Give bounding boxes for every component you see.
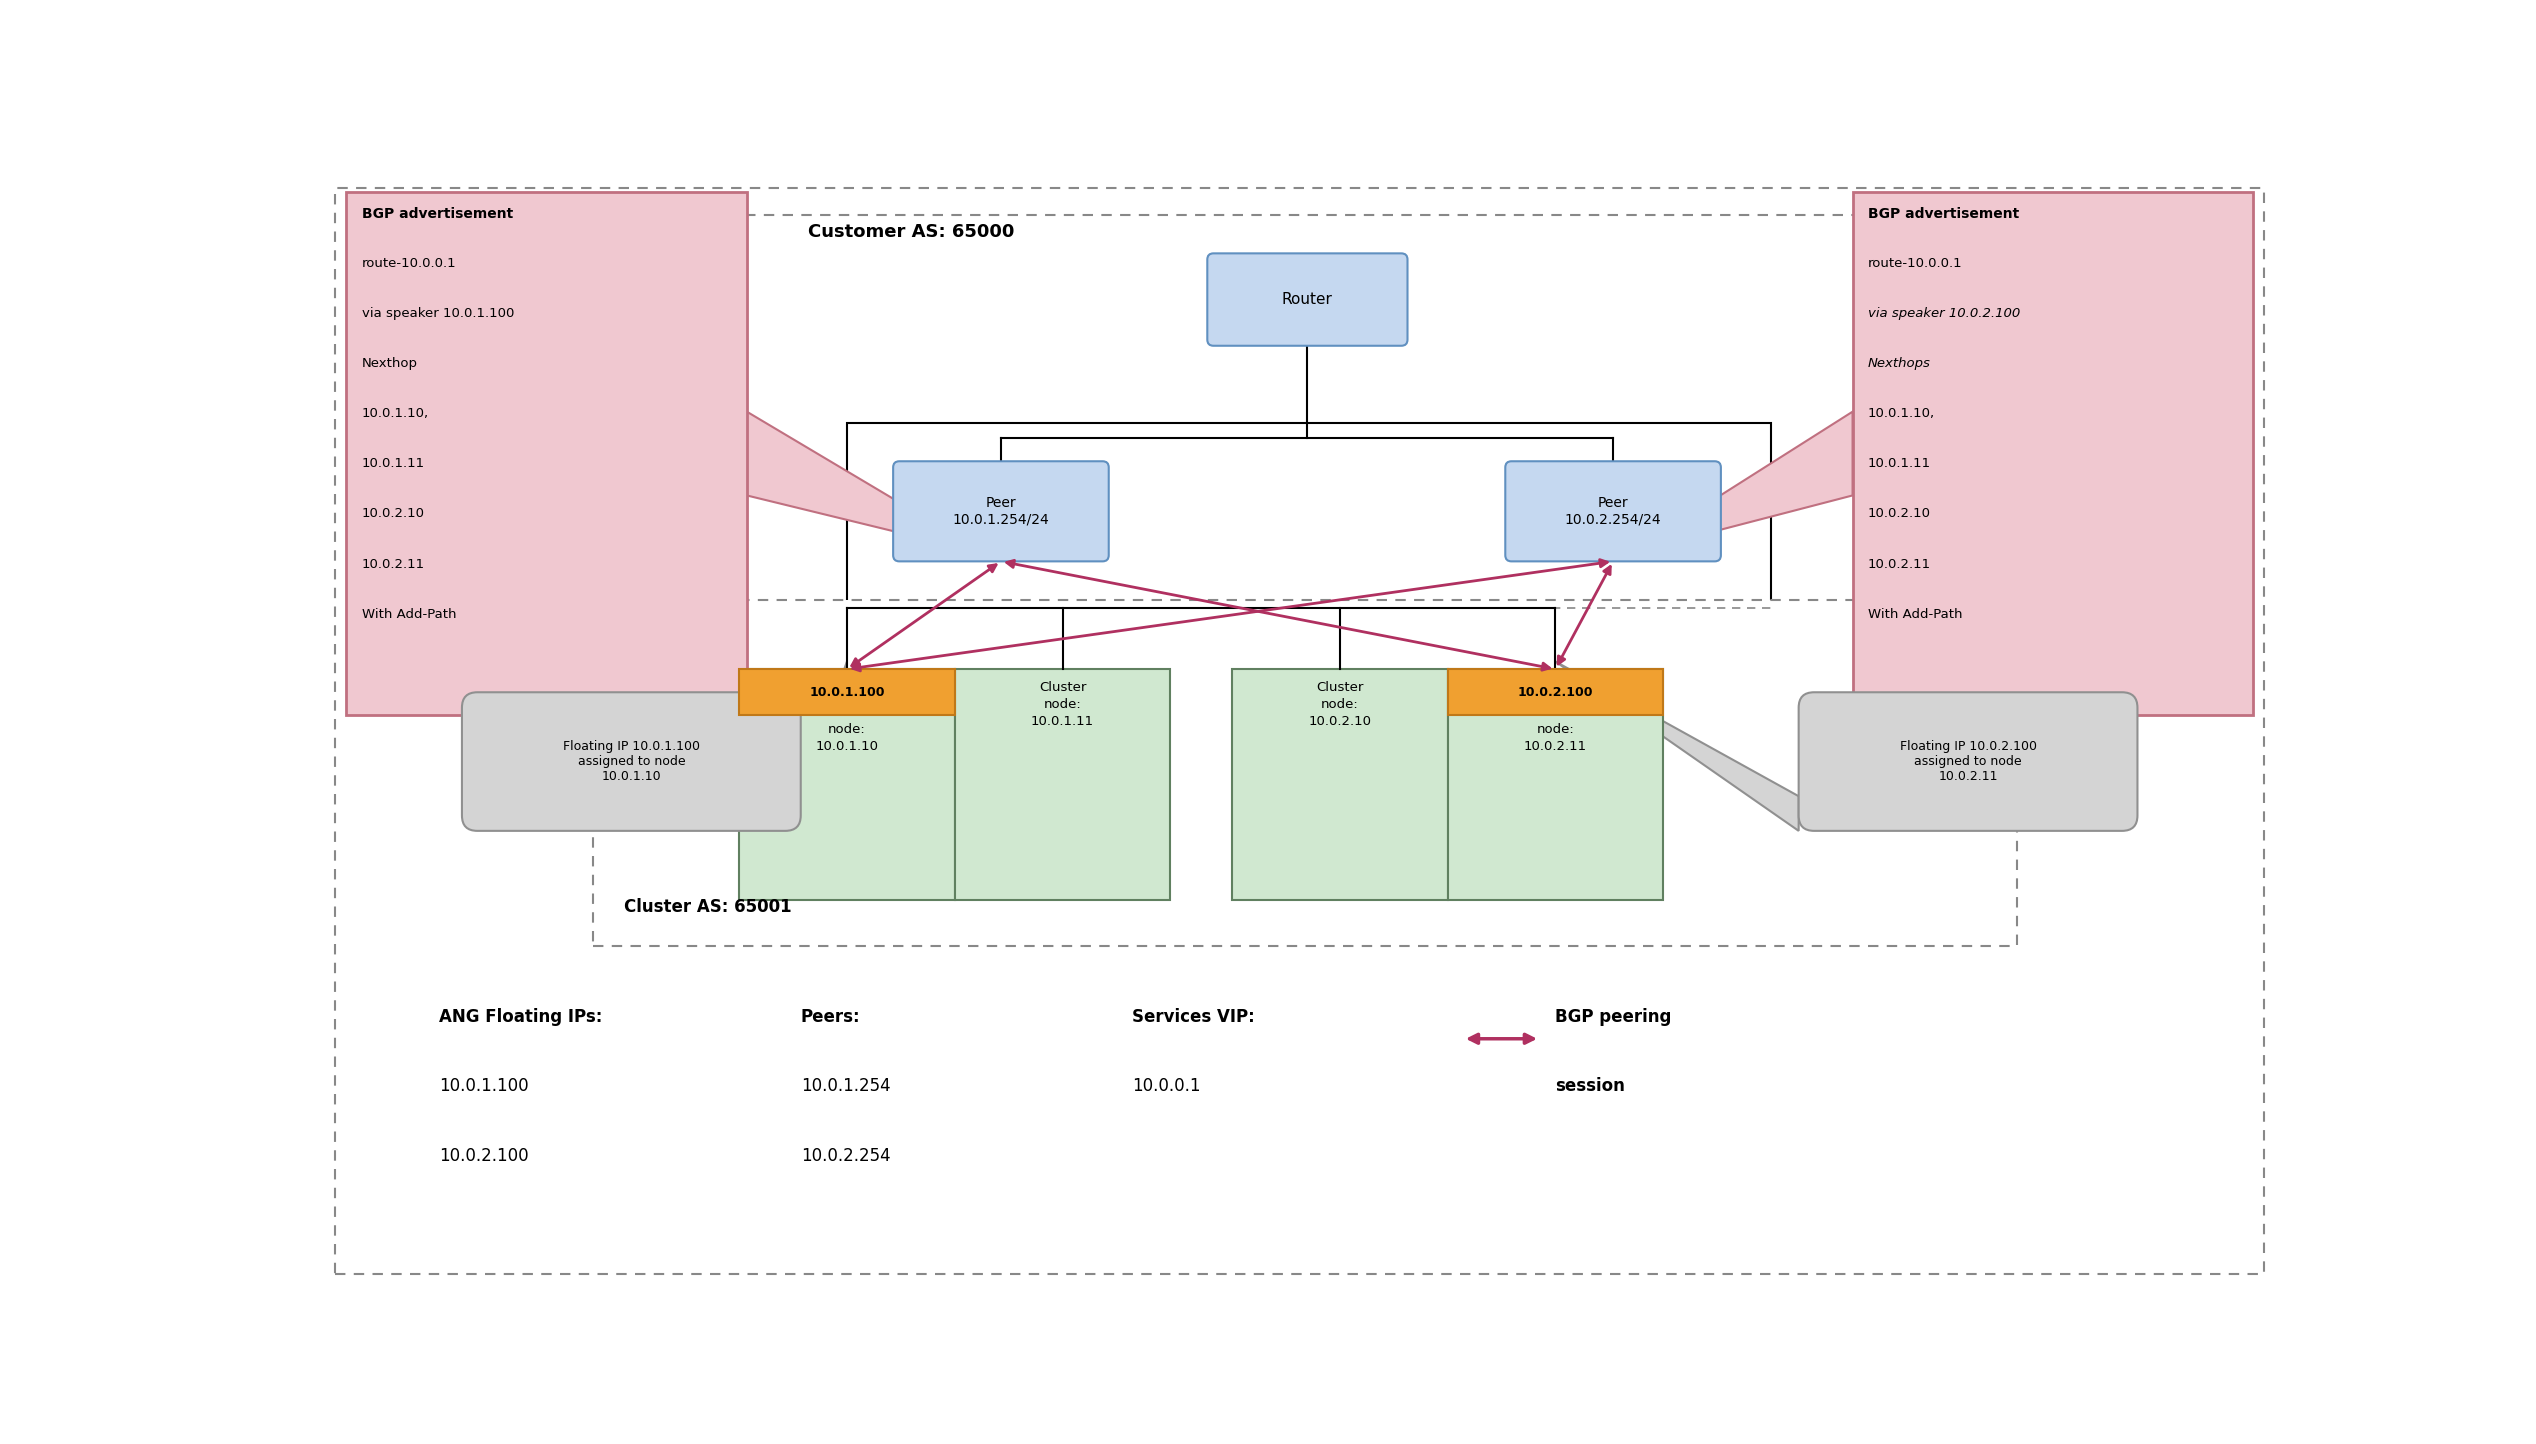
- Text: BGP peering: BGP peering: [1555, 1008, 1671, 1025]
- Text: 10.0.1.254: 10.0.1.254: [801, 1077, 890, 1095]
- Text: BGP advertisement: BGP advertisement: [363, 206, 512, 221]
- Text: Router: Router: [1283, 292, 1334, 308]
- Text: node:
10.0.2.11: node: 10.0.2.11: [1524, 723, 1588, 754]
- Text: 10.0.2.100: 10.0.2.100: [1517, 686, 1593, 699]
- Text: ANG Floating IPs:: ANG Floating IPs:: [439, 1008, 601, 1025]
- Text: Peer
10.0.1.254/24: Peer 10.0.1.254/24: [954, 497, 1050, 527]
- Text: via speaker 10.0.1.100: via speaker 10.0.1.100: [363, 308, 515, 321]
- Text: 10.0.0.1: 10.0.0.1: [1131, 1077, 1200, 1095]
- Polygon shape: [801, 661, 847, 830]
- Text: Peer
10.0.2.254/24: Peer 10.0.2.254/24: [1565, 497, 1661, 527]
- Text: 10.0.1.100: 10.0.1.100: [809, 686, 885, 699]
- Polygon shape: [1628, 412, 1854, 553]
- Bar: [954, 669, 1169, 900]
- Text: Customer AS: 65000: Customer AS: 65000: [809, 222, 1014, 241]
- Bar: [1448, 669, 1664, 900]
- Bar: [1854, 192, 2252, 715]
- Text: 10.0.2.11: 10.0.2.11: [363, 557, 426, 570]
- Text: Floating IP 10.0.1.100
assigned to node
10.0.1.10: Floating IP 10.0.1.100 assigned to node …: [563, 741, 700, 783]
- Text: 10.0.1.11: 10.0.1.11: [1869, 458, 1930, 471]
- Text: Cluster AS: 65001: Cluster AS: 65001: [624, 898, 791, 915]
- Text: 10.0.1.11: 10.0.1.11: [363, 458, 426, 471]
- Text: 10.0.1.10,: 10.0.1.10,: [1869, 407, 1935, 420]
- Text: 10.0.2.254: 10.0.2.254: [801, 1147, 890, 1164]
- FancyBboxPatch shape: [462, 692, 801, 830]
- Bar: [738, 669, 954, 715]
- Text: 10.0.2.10: 10.0.2.10: [1869, 507, 1930, 520]
- FancyBboxPatch shape: [1207, 253, 1407, 345]
- Bar: [1448, 669, 1664, 715]
- Bar: [738, 669, 954, 900]
- Text: Nexthops: Nexthops: [1869, 357, 1930, 370]
- Text: Nexthop: Nexthop: [363, 357, 418, 370]
- Text: Cluster
node:
10.0.1.11: Cluster node: 10.0.1.11: [1032, 680, 1093, 728]
- Text: With Add-Path: With Add-Path: [1869, 608, 1963, 621]
- FancyBboxPatch shape: [1798, 692, 2138, 830]
- Polygon shape: [1555, 661, 1798, 830]
- Bar: [593, 599, 2016, 946]
- Text: Services VIP:: Services VIP:: [1131, 1008, 1255, 1025]
- Text: route-10.0.0.1: route-10.0.0.1: [1869, 257, 1963, 270]
- FancyBboxPatch shape: [1506, 461, 1722, 562]
- Text: 10.0.2.11: 10.0.2.11: [1869, 557, 1930, 570]
- Bar: [1232, 669, 1448, 900]
- FancyBboxPatch shape: [893, 461, 1108, 562]
- Text: With Add-Path: With Add-Path: [363, 608, 456, 621]
- Text: Floating IP 10.0.2.100
assigned to node
10.0.2.11: Floating IP 10.0.2.100 assigned to node …: [1899, 741, 2036, 783]
- Text: 10.0.1.100: 10.0.1.100: [439, 1077, 527, 1095]
- Text: Cluster
node:
10.0.2.10: Cluster node: 10.0.2.10: [1309, 680, 1372, 728]
- Polygon shape: [746, 412, 987, 553]
- Text: Peers:: Peers:: [801, 1008, 860, 1025]
- Bar: [847, 423, 1770, 654]
- Bar: [347, 192, 746, 715]
- Text: 10.0.1.10,: 10.0.1.10,: [363, 407, 429, 420]
- Text: node:
10.0.1.10: node: 10.0.1.10: [817, 723, 877, 754]
- Text: BGP advertisement: BGP advertisement: [1869, 206, 2019, 221]
- Text: route-10.0.0.1: route-10.0.0.1: [363, 257, 456, 270]
- Text: session: session: [1555, 1077, 1626, 1095]
- Text: via speaker 10.0.2.100: via speaker 10.0.2.100: [1869, 308, 2021, 321]
- Text: 10.0.2.100: 10.0.2.100: [439, 1147, 527, 1164]
- Text: 10.0.2.10: 10.0.2.10: [363, 507, 426, 520]
- Bar: [746, 215, 1864, 654]
